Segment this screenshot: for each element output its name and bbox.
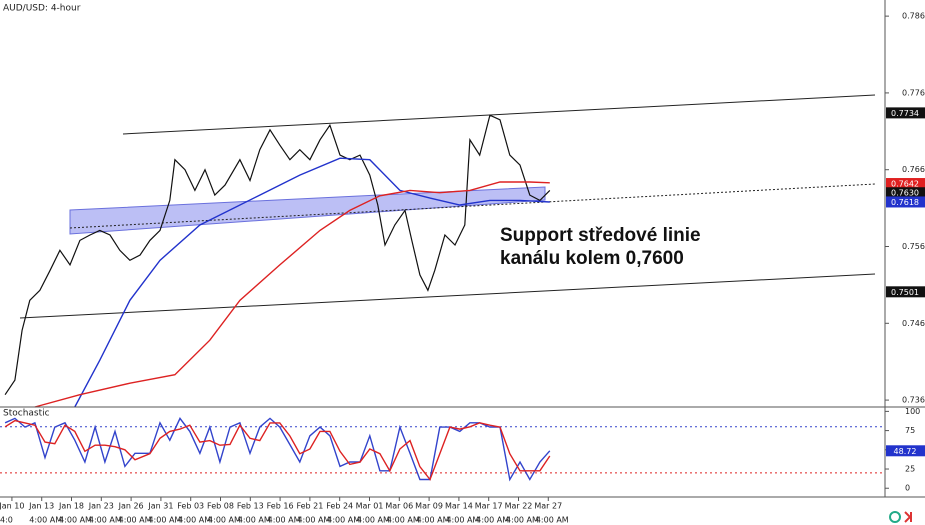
y-tick-label: 100	[905, 407, 920, 416]
pane-title: Stochastic	[3, 409, 50, 419]
x-tick-label: Mar 27	[534, 502, 562, 511]
y-tick-label: 25	[905, 465, 915, 474]
series-line	[4, 419, 551, 481]
price-tag-label: 0.7501	[891, 288, 919, 297]
y-tick-label: 0	[905, 484, 910, 493]
x-tick-label: Mar 22	[505, 502, 533, 511]
price-tag-label: 0.7618	[891, 198, 919, 207]
x-tick-label: Mar 14	[445, 502, 473, 511]
x-sublabel: 4:00 AM	[119, 516, 152, 525]
price-tag-label: 0.7734	[891, 109, 919, 118]
x-sublabel: 4:00 AM	[417, 516, 450, 525]
series-line	[4, 114, 551, 396]
x-sublabel: 4:00 AM	[268, 516, 301, 525]
price-tag-label: 48.72	[894, 447, 917, 456]
series-line	[74, 157, 550, 408]
x-tick-label: Feb 21	[296, 502, 323, 511]
annotation: kanálu kolem 0,7600	[500, 248, 684, 269]
icon[interactable]	[889, 511, 901, 523]
x-sublabel: 4:00 AM	[178, 516, 211, 525]
x-tick-label: Jan 18	[58, 502, 84, 511]
channel-bottom	[19, 273, 876, 319]
x-sublabel: 4:0	[0, 516, 13, 525]
channel-top	[122, 94, 876, 135]
price-tag	[886, 178, 925, 190]
x-tick-label: Jan 26	[118, 502, 144, 511]
x-sublabel: 4:00 AM	[89, 516, 122, 525]
series-line	[34, 181, 550, 408]
icon[interactable]	[904, 511, 912, 523]
toolbar-icons[interactable]	[889, 511, 912, 523]
x-tick-label: Jan 31	[147, 502, 173, 511]
price-tag-label: 0.7630	[891, 189, 919, 198]
x-sublabel: 4:00 AM	[29, 516, 62, 525]
x-tick-label: Jan 13	[28, 502, 54, 511]
price-tag-label: 0.7642	[891, 180, 919, 189]
x-sublabel: 4:00 AM	[446, 516, 479, 525]
x-tick-label: Mar 17	[475, 502, 503, 511]
x-sublabel: 4:00 AM	[208, 516, 241, 525]
series-line	[4, 417, 551, 482]
price-tag	[886, 107, 925, 119]
x-tick-label: Mar 01	[356, 502, 384, 511]
chart-title: AUD/USD: 4-hour	[3, 4, 81, 14]
price-tag	[886, 286, 925, 298]
x-sublabel: 4:00 AM	[506, 516, 539, 525]
x-tick-label: Feb 13	[237, 502, 264, 511]
x-tick-label: Feb 03	[177, 502, 204, 511]
x-sublabel: 4:00 AM	[357, 516, 390, 525]
x-tick-label: Mar 09	[415, 502, 443, 511]
price-tag	[886, 445, 925, 457]
x-tick-label: Jan 23	[88, 502, 114, 511]
x-sublabel: 4:00 AM	[536, 516, 569, 525]
x-tick-label: Feb 16	[267, 502, 294, 511]
x-sublabel: 4:00 AM	[59, 516, 92, 525]
x-tick-label: Feb 08	[207, 502, 234, 511]
x-sublabel: 4:00 AM	[297, 516, 330, 525]
x-sublabel: 4:00 AM	[148, 516, 181, 525]
x-tick-label: Mar 06	[385, 502, 413, 511]
x-sublabel: 4:00 AM	[476, 516, 509, 525]
x-sublabel: 4:00 AM	[387, 516, 420, 525]
x-sublabel: 4:00 AM	[238, 516, 271, 525]
x-sublabel: 4:00 AM	[327, 516, 360, 525]
x-tick-label: Jan 10	[0, 502, 24, 511]
x-tick-label: Feb 24	[326, 502, 353, 511]
annotation: Support středové linie	[500, 225, 701, 246]
price-tag	[886, 196, 925, 208]
price-tag	[886, 187, 925, 199]
y-tick-label: 75	[905, 426, 915, 435]
